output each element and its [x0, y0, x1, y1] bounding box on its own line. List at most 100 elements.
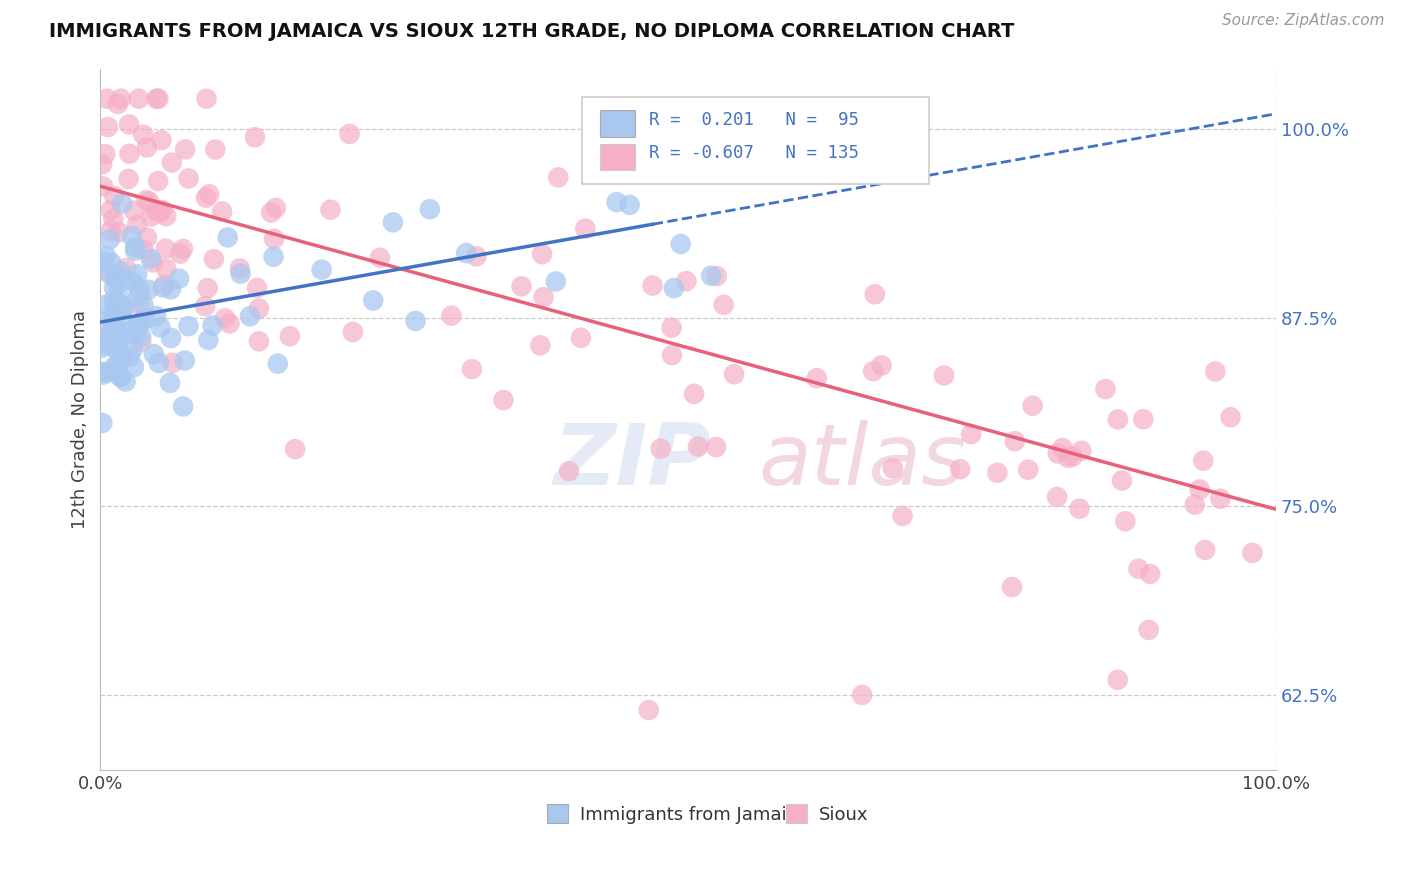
Bar [547, 804, 568, 823]
Point [142, 255, 165, 269]
Point [713, 298, 735, 312]
Bar [600, 110, 636, 136]
Point [114, 375, 136, 389]
Point [167, 272, 190, 286]
Point [1001, 580, 1024, 594]
Point [264, 201, 287, 215]
Point [90, 365, 112, 379]
Point [135, 193, 157, 207]
Point [103, 211, 125, 226]
Point [465, 249, 488, 263]
Text: Sioux: Sioux [818, 806, 868, 824]
Point [1057, 450, 1080, 465]
Text: atlas: atlas [759, 420, 967, 503]
Point [1017, 463, 1039, 477]
Point [136, 283, 159, 297]
Point [90, 341, 112, 355]
Point [122, 203, 145, 218]
Point [440, 309, 463, 323]
Text: Source: ZipAtlas.com: Source: ZipAtlas.com [1222, 13, 1385, 29]
Point [129, 334, 152, 349]
Point [132, 243, 155, 257]
Point [686, 440, 709, 454]
Point [96, 92, 118, 106]
Point [662, 281, 685, 295]
Point [172, 242, 194, 256]
Point [492, 393, 515, 408]
Point [1194, 542, 1216, 557]
Point [125, 322, 148, 336]
Point [1209, 491, 1232, 506]
Point [533, 290, 555, 304]
Point [136, 140, 159, 154]
Point [932, 368, 955, 383]
Point [108, 292, 131, 306]
Point [160, 282, 183, 296]
Point [105, 343, 128, 358]
Point [150, 133, 173, 147]
Point [263, 232, 285, 246]
Point [669, 237, 692, 252]
Point [103, 359, 125, 374]
Point [124, 327, 146, 342]
Point [339, 127, 361, 141]
Text: Immigrants from Jamaica: Immigrants from Jamaica [581, 806, 807, 824]
Point [138, 194, 160, 209]
Point [159, 376, 181, 390]
Point [96, 325, 118, 339]
Point [529, 338, 551, 352]
Point [105, 272, 128, 286]
Point [97, 365, 120, 379]
Point [1107, 412, 1129, 426]
Point [202, 252, 225, 267]
Point [177, 171, 200, 186]
Point [100, 256, 122, 270]
Point [107, 357, 129, 371]
Point [1046, 446, 1069, 460]
Point [105, 303, 128, 318]
Text: R =  0.201   N =  95: R = 0.201 N = 95 [650, 112, 859, 129]
Y-axis label: 12th Grade, No Diploma: 12th Grade, No Diploma [72, 310, 89, 529]
Point [461, 362, 484, 376]
Point [1184, 498, 1206, 512]
Point [172, 400, 194, 414]
Point [197, 281, 219, 295]
Point [146, 174, 169, 188]
Point [148, 92, 170, 106]
Point [129, 318, 152, 332]
Point [806, 371, 828, 385]
Point [129, 330, 152, 344]
Point [204, 143, 226, 157]
Point [110, 264, 132, 278]
Point [145, 203, 167, 218]
Point [704, 440, 727, 454]
Point [661, 320, 683, 334]
Point [1204, 365, 1226, 379]
Point [111, 351, 134, 366]
Point [1241, 546, 1264, 560]
Point [160, 155, 183, 169]
Point [173, 353, 195, 368]
Point [195, 92, 218, 106]
Point [142, 347, 165, 361]
Point [94, 147, 117, 161]
Point [150, 202, 173, 217]
Point [606, 195, 628, 210]
Point [246, 281, 269, 295]
Point [153, 278, 176, 293]
Point [456, 246, 478, 260]
Point [311, 262, 333, 277]
Point [114, 274, 136, 288]
Point [1132, 412, 1154, 426]
Point [174, 142, 197, 156]
Point [214, 311, 236, 326]
Point [124, 244, 146, 258]
Point [117, 172, 139, 186]
Point [91, 336, 114, 351]
Point [98, 310, 121, 325]
Point [650, 442, 672, 456]
Point [98, 267, 121, 281]
Point [105, 270, 128, 285]
Point [851, 688, 873, 702]
Point [1188, 483, 1211, 497]
